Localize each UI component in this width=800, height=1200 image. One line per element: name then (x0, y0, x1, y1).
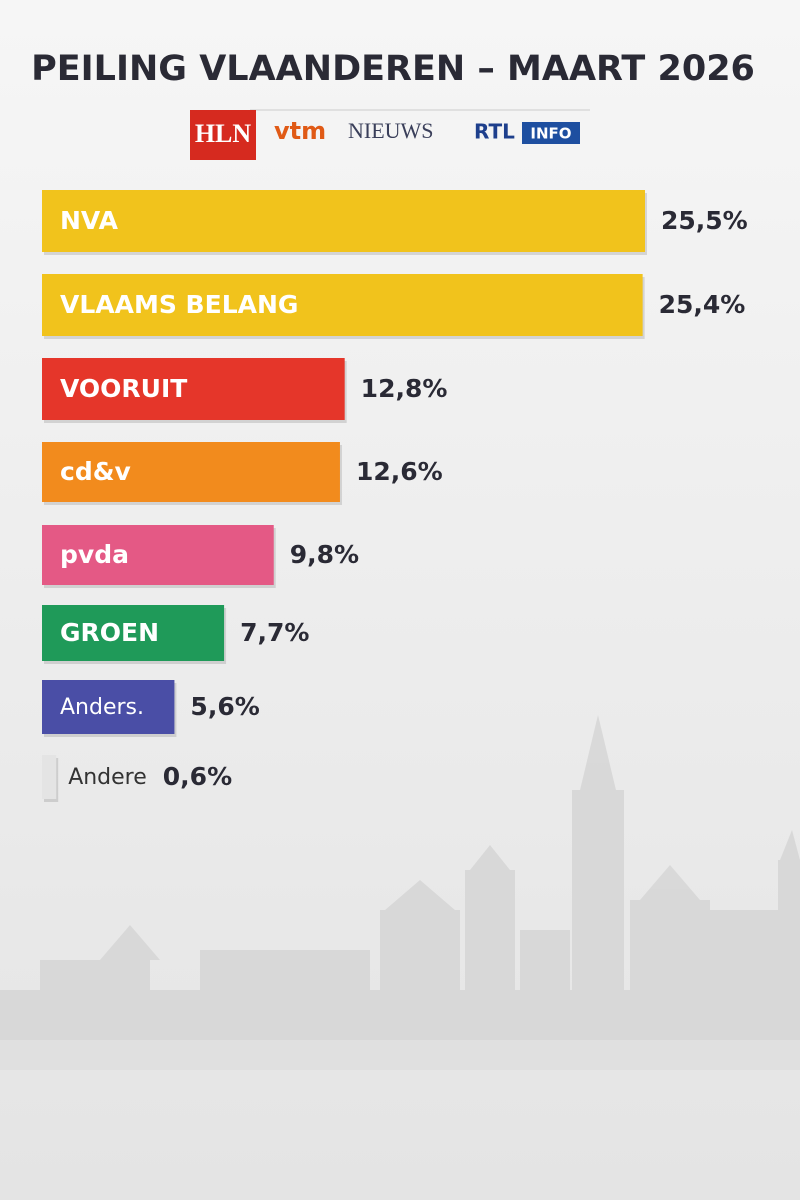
bar (42, 755, 57, 799)
bar (42, 605, 225, 661)
bar (42, 190, 645, 252)
hln-logo (190, 110, 256, 160)
skyline (0, 715, 800, 1070)
chart-title: PEILING VLAANDEREN – MAART 2026 (31, 49, 755, 89)
value-label: 9,8% (290, 540, 359, 569)
value-label: 12,6% (356, 457, 443, 486)
bar (42, 274, 643, 336)
bar (42, 442, 340, 502)
source-vtm: vtm (274, 117, 326, 145)
value-label: 25,4% (659, 290, 746, 319)
source-hln: HLN (195, 119, 252, 148)
bar (42, 358, 345, 420)
party-label: Anders. (60, 695, 144, 720)
source-nieuws: NIEUWS (348, 118, 434, 143)
party-label: VOORUIT (60, 374, 187, 403)
bar (42, 525, 274, 585)
party-label: Andere (68, 765, 147, 790)
bar (42, 680, 175, 734)
info-box (522, 122, 580, 144)
source-info: INFO (530, 125, 571, 143)
party-label: pvda (60, 540, 129, 569)
party-label: VLAAMS BELANG (60, 290, 298, 319)
party-label: GROEN (60, 618, 159, 647)
value-label: 7,7% (240, 618, 309, 647)
value-label: 5,6% (190, 692, 259, 721)
source-rtl: RTL (474, 120, 515, 144)
value-label: 0,6% (163, 762, 232, 791)
party-label: NVA (60, 206, 119, 235)
value-label: 25,5% (661, 206, 748, 235)
party-label: cd&v (60, 457, 131, 486)
value-label: 12,8% (361, 374, 448, 403)
